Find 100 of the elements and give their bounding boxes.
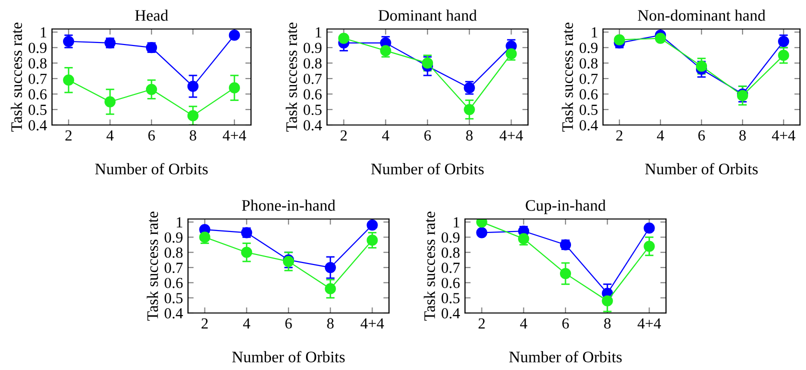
x-tick-label: 6 [285,318,292,329]
point [366,220,378,231]
y-tick-label: 0.8 [28,58,47,69]
x-tick-label: 8 [190,130,196,141]
x-tick-label: 4+4 [222,130,246,140]
y-tick-label: 0.8 [442,247,460,258]
y-tick-label: 0.7 [28,74,47,84]
y-tick-label: 0.8 [304,58,322,69]
point [241,246,252,258]
y-tick-label: 0.4 [304,120,322,131]
y-tick-label: 0.5 [164,292,183,304]
y-tick-label: 0.5 [580,104,598,116]
x-axis-title: Number of Orbits [371,163,484,174]
x-axis-title: Number of Orbits [232,351,345,362]
x-axis-title: Number of Orbits [95,163,208,174]
x-tick-label: 4+4 [772,130,796,140]
y-tick-label: 1 [592,27,598,38]
y-tick-label: 1 [316,27,322,38]
point [146,84,158,95]
point [338,32,350,44]
y-tick-label: 0.6 [28,89,47,100]
y-tick-label: 0.5 [28,104,47,116]
point [63,74,74,86]
x-tick-label: 4 [520,318,528,328]
y-axis-title: Task success rate [146,212,158,321]
point [614,34,625,46]
x-tick-label: 4+4 [638,318,661,328]
y-tick-label: 0.7 [442,262,460,274]
point [560,268,572,280]
x-tick-label: 2 [616,130,622,140]
y-tick-label: 0.8 [164,247,183,258]
point [464,104,475,116]
y-tick-label: 1 [40,27,46,38]
y-tick-label: 0.4 [28,120,47,131]
y-tick-label: 0.8 [580,58,598,69]
y-tick-label: 0.9 [442,232,460,243]
y-tick-label: 1 [454,217,460,228]
point [696,60,708,72]
y-tick-label: 0.9 [28,42,47,54]
x-tick-label: 4 [243,318,250,328]
x-tick-label: 4 [106,130,114,140]
x-tick-label: 6 [698,130,705,141]
point [644,240,655,252]
point [422,58,434,69]
point [476,219,488,228]
y-tick-label: 0.7 [580,74,598,84]
point [228,30,240,41]
y-tick-label: 0.9 [580,42,598,54]
point [104,96,116,108]
chart-title: Non-dominant hand [638,10,766,21]
x-tick-label: 6 [424,130,431,141]
y-tick-label: 0.4 [442,308,460,319]
y-tick-label: 0.7 [304,74,322,84]
y-tick-label: 0.4 [580,120,598,131]
x-tick-label: 6 [148,130,155,141]
point [324,283,336,294]
y-axis-title: Task success rate [286,22,298,132]
y-tick-label: 0.4 [164,308,183,319]
x-axis-title: Number of Orbits [509,351,622,362]
y-tick-label: 0.5 [442,292,460,304]
y-tick-label: 0.6 [164,278,183,288]
point [187,80,199,92]
chart-title: Head [135,10,168,21]
x-tick-label: 8 [604,318,611,329]
x-tick-label: 8 [466,130,473,141]
y-axis-title: Task success rate [424,212,436,321]
x-tick-label: 2 [65,130,72,140]
point [476,227,488,238]
x-tick-label: 8 [327,318,334,329]
x-tick-label: 4+4 [500,130,523,140]
chart-title: Dominant hand [378,10,477,21]
point [602,295,613,306]
y-tick-label: 1 [176,217,182,228]
y-tick-label: 0.6 [442,278,460,288]
y-tick-label: 0.6 [304,89,322,100]
point [654,32,666,44]
point [778,50,790,61]
y-tick-label: 0.7 [164,262,183,274]
y-tick-label: 0.6 [580,89,598,100]
y-axis-title: Task success rate [562,22,574,132]
point [366,234,378,246]
x-tick-label: 2 [340,130,347,140]
y-tick-label: 0.9 [164,232,183,243]
y-tick-label: 0.9 [304,42,322,54]
y-tick-label: 0.5 [304,104,322,116]
x-tick-label: 4+4 [360,318,384,328]
x-tick-label: 8 [739,130,746,141]
point [324,262,336,274]
x-tick-label: 2 [478,318,485,328]
x-tick-label: 4 [382,130,390,140]
point [187,110,199,122]
point [644,222,655,234]
x-tick-label: 4 [656,130,664,140]
chart-title: Phone-in-hand [242,200,336,211]
x-tick-label: 2 [202,318,208,328]
point [228,82,240,94]
chart-title: Cup-in-hand [526,200,606,214]
x-axis-title: Number of Orbits [645,163,758,174]
x-tick-label: 6 [562,318,569,329]
y-axis-title: Task success rate [10,22,22,132]
